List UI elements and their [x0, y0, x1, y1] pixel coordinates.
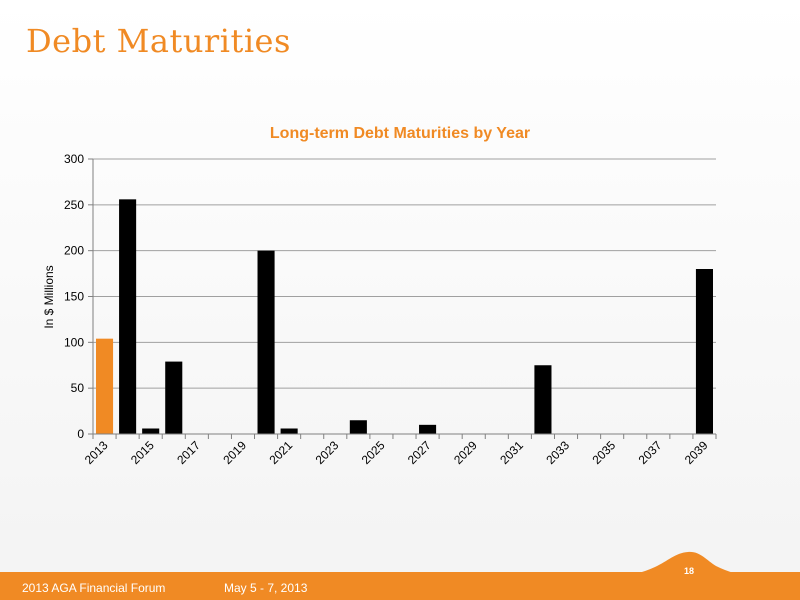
x-tick-label: 2037 — [636, 438, 665, 467]
gridlines — [93, 158, 716, 389]
bar-2020 — [257, 250, 275, 434]
axes — [92, 159, 716, 435]
x-tick-label: 2029 — [451, 438, 480, 467]
page-number: 18 — [684, 566, 695, 576]
x-tick-label: 2021 — [266, 438, 295, 467]
footer-bar — [0, 572, 800, 600]
x-tick-label: 2025 — [359, 438, 388, 467]
x-tick-label: 2039 — [682, 438, 711, 467]
y-tick-labels: 0 50 100 150 200 250 300 — [64, 152, 93, 441]
bar-2014 — [119, 199, 137, 434]
bar-2013 — [95, 338, 114, 434]
x-tick-label: 2031 — [497, 438, 526, 467]
bar-2015 — [142, 428, 160, 434]
footer-date: May 5 - 7, 2013 — [224, 581, 308, 595]
x-tick-labels: 2013 2015 2017 2019 2021 2023 2025 2027 2029 2031… — [82, 434, 717, 467]
y-tick-label: 200 — [64, 244, 84, 258]
chart-title: Long-term Debt Maturities by Year — [270, 125, 530, 142]
debt-maturities-chart: Long-term Debt Maturities by Year In $ M… — [42, 125, 717, 467]
bar-2039 — [695, 269, 714, 434]
footer-event: 2013 AGA Financial Forum — [22, 581, 166, 595]
x-tick-label: 2023 — [313, 438, 342, 467]
y-tick-label: 150 — [64, 290, 84, 304]
x-tick-label: 2015 — [128, 438, 157, 467]
x-tick-label: 2033 — [543, 438, 572, 467]
x-tick-label: 2017 — [174, 438, 203, 467]
x-tick-label: 2027 — [405, 438, 434, 467]
bar-2024 — [349, 420, 367, 434]
bar-2032 — [534, 365, 552, 434]
y-tick-label: 100 — [64, 335, 84, 349]
bars — [95, 199, 714, 434]
x-tick-label: 2013 — [82, 438, 111, 467]
x-tick-label: 2035 — [590, 438, 619, 467]
x-tick-label: 2019 — [220, 438, 249, 467]
bar-2021 — [280, 428, 298, 434]
y-tick-label: 300 — [64, 152, 84, 166]
y-tick-label: 50 — [71, 381, 85, 395]
bar-2016 — [165, 361, 183, 434]
slide-title: Debt Maturities — [26, 22, 291, 60]
y-tick-label: 0 — [77, 427, 84, 441]
y-tick-label: 250 — [64, 198, 84, 212]
bar-2027 — [419, 424, 437, 434]
y-axis-label: In $ Millions — [42, 265, 56, 328]
